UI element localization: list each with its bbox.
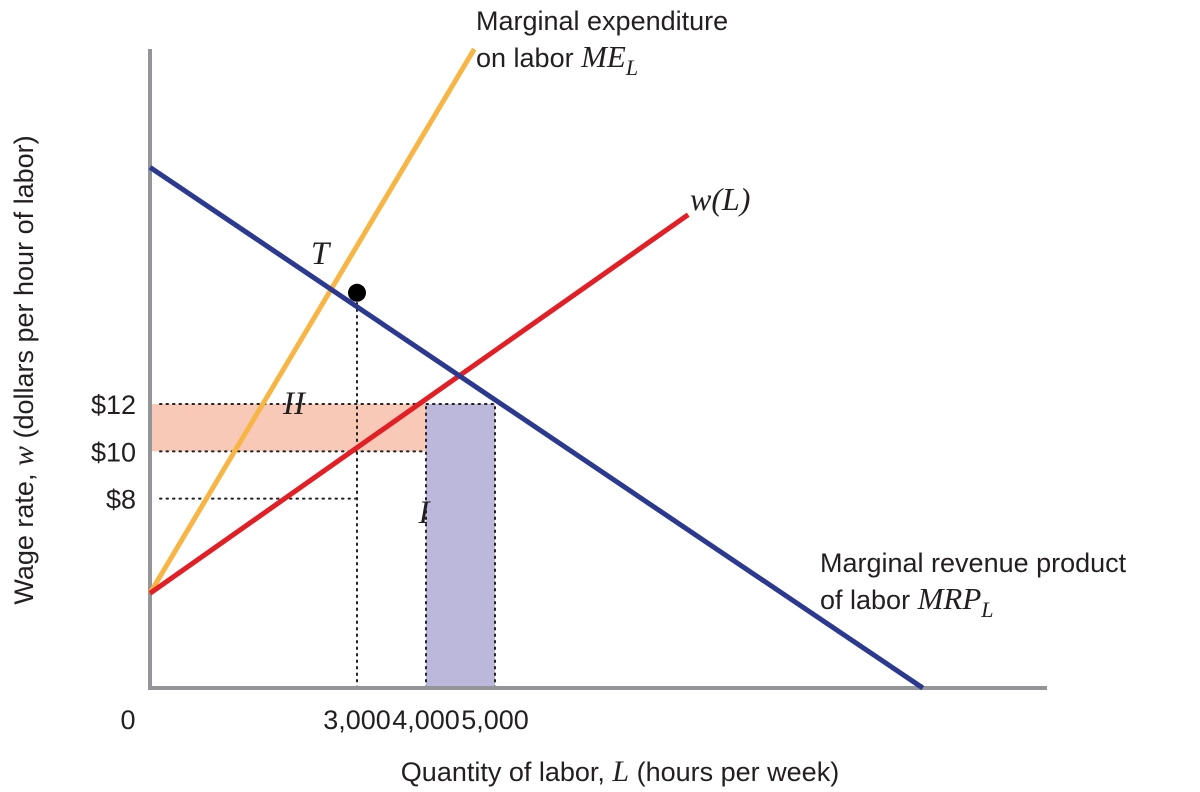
x-tick-label: 5,000 bbox=[461, 705, 529, 735]
x-tick-label: 0 bbox=[120, 705, 135, 735]
series-lines bbox=[147, 47, 925, 691]
mel-label-text: on labor bbox=[476, 43, 581, 73]
wl-label-rest: (L) bbox=[711, 181, 750, 217]
mel-label-math: ME bbox=[580, 39, 626, 74]
series-line-wl bbox=[148, 212, 690, 596]
region-I bbox=[426, 404, 495, 688]
y-axis-title: Wage rate, w (dollars per hour of labor) bbox=[7, 135, 40, 604]
region-ii-label: II bbox=[282, 386, 307, 422]
wl-label: w(L) bbox=[690, 181, 750, 217]
x-axis-title-text: (hours per week) bbox=[629, 757, 839, 787]
y-axis-title-var: w bbox=[7, 446, 40, 466]
shaded-regions bbox=[150, 404, 495, 688]
wl-label-var: w bbox=[690, 181, 712, 217]
region-II bbox=[150, 404, 426, 452]
point-t-label: T bbox=[311, 236, 332, 272]
mel-label-line2: on labor MEL bbox=[476, 39, 638, 80]
mrp-label-line2: of labor MRPL bbox=[820, 581, 994, 622]
x-tick-label: 3,000 bbox=[323, 705, 391, 735]
y-tick-label: $8 bbox=[106, 485, 136, 515]
text-labels: 0 3,000 4,000 5,000 $8 $10 $12 Quantity of labo… bbox=[7, 6, 1127, 788]
x-axis-title-var: L bbox=[611, 755, 629, 788]
point-marks bbox=[348, 283, 366, 302]
y-axis-title-text: (dollars per hour of labor) bbox=[9, 135, 39, 446]
mrp-label-sub: L bbox=[980, 597, 993, 622]
y-axis-title-text: Wage rate, bbox=[9, 466, 39, 605]
series-line-mel bbox=[147, 47, 477, 595]
point-t-marker bbox=[348, 283, 366, 302]
dotted-guides bbox=[159, 291, 496, 689]
y-tick-label: $10 bbox=[91, 437, 136, 467]
x-axis-title: Quantity of labor, L (hours per week) bbox=[401, 755, 839, 788]
mrp-label-line1: Marginal revenue product bbox=[820, 548, 1127, 578]
mel-label-sub: L bbox=[625, 55, 638, 80]
mrp-label-math: MRP bbox=[917, 581, 982, 616]
x-axis-title-text: Quantity of labor, bbox=[401, 757, 613, 787]
region-i-label: I bbox=[418, 495, 432, 531]
mel-label-line1: Marginal expenditure bbox=[476, 6, 728, 36]
y-tick-label: $12 bbox=[91, 390, 136, 420]
series-line-mrp bbox=[148, 165, 925, 691]
axes bbox=[148, 49, 1047, 690]
mrp-label-text: of labor bbox=[820, 585, 918, 615]
x-tick-label: 4,000 bbox=[392, 705, 460, 735]
